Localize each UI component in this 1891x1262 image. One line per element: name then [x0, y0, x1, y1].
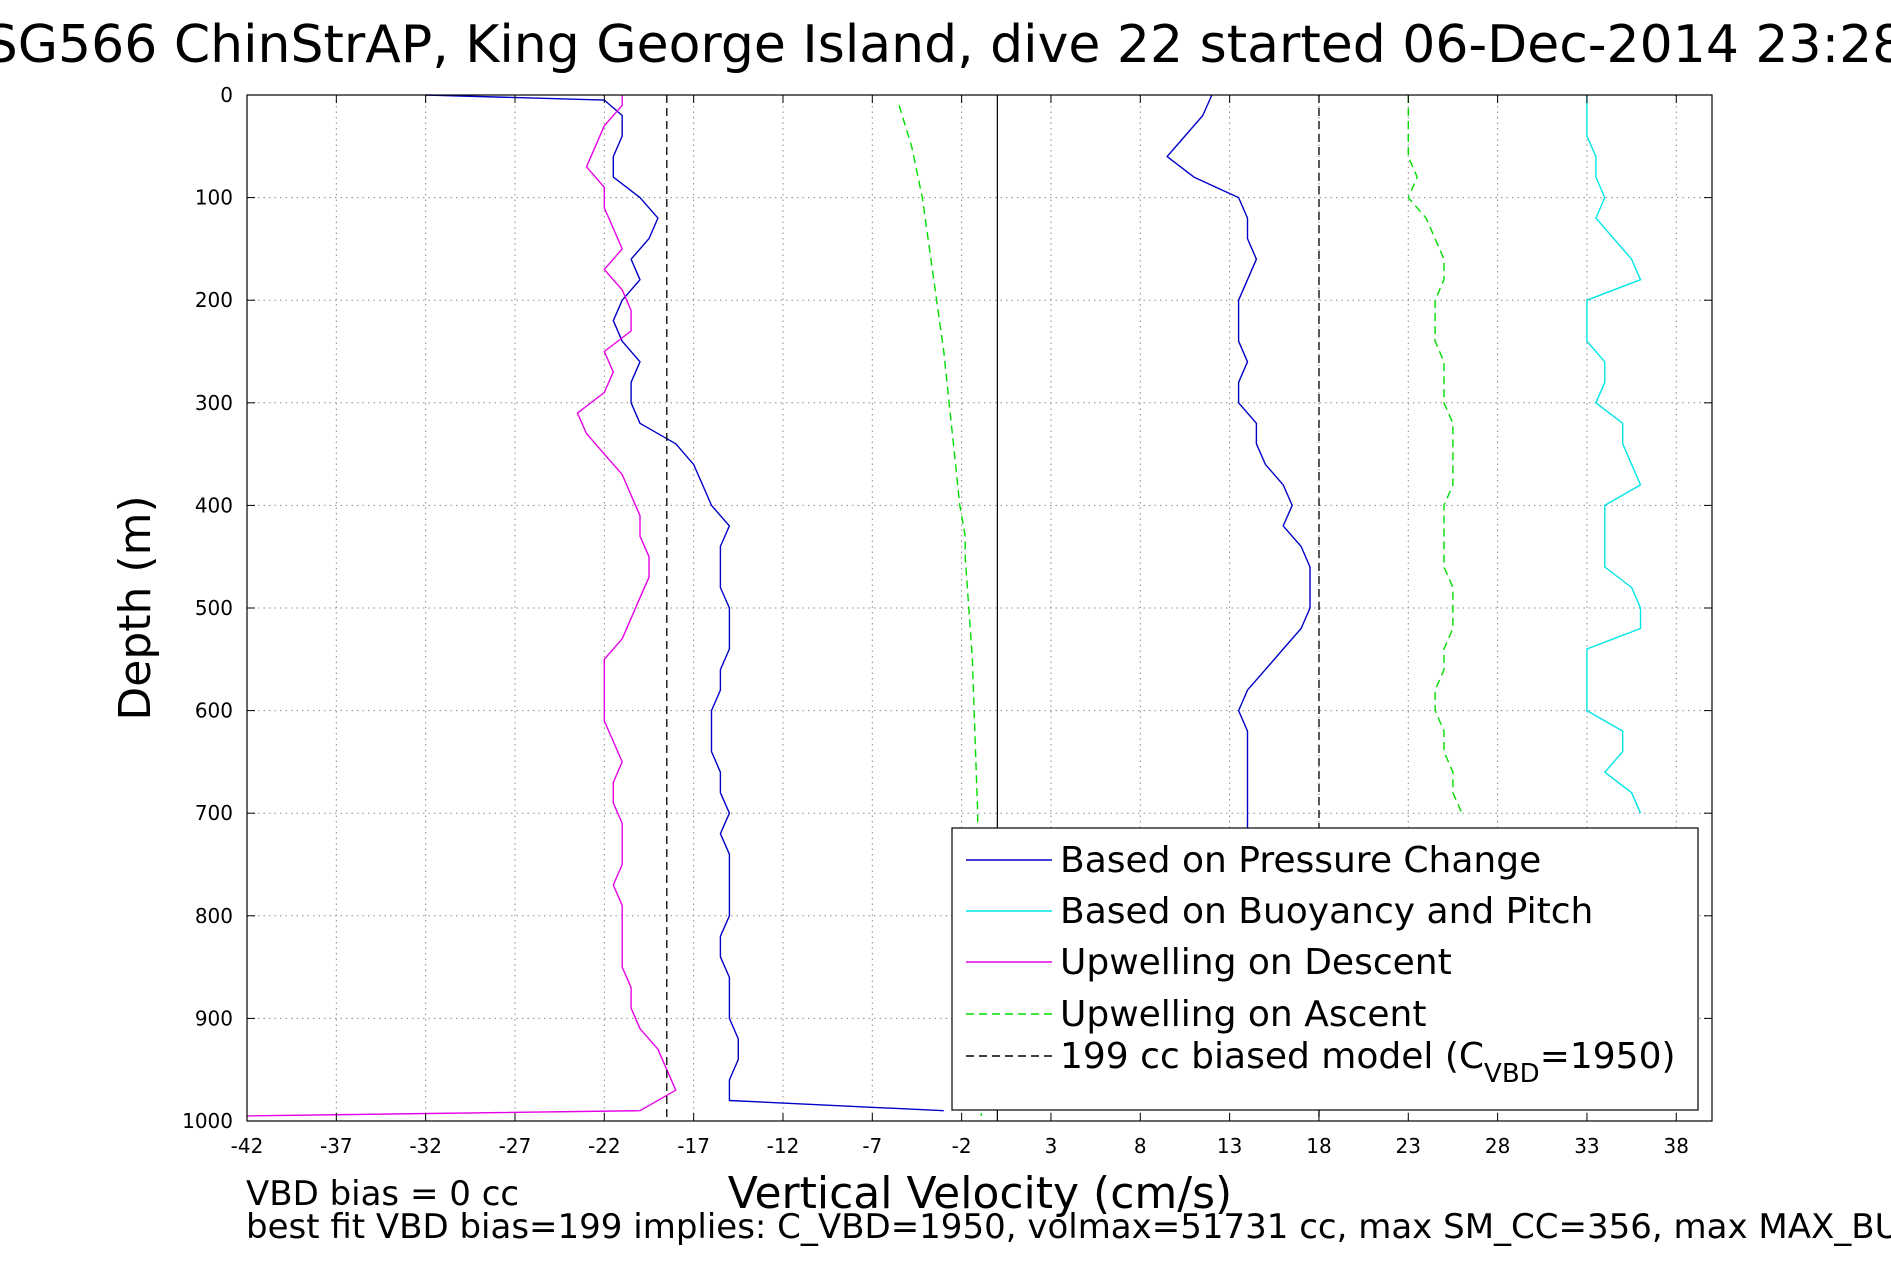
- footnote-best-fit: best fit VBD bias=199 implies: C_VBD=195…: [246, 1207, 1891, 1247]
- y-tick-label: 0: [220, 83, 233, 107]
- series-upwelling-on-ascent-line: [1407, 95, 1463, 814]
- series-based-on-pressure-change-line: [1166, 94, 1311, 834]
- legend-label-based-on-buoyancy-and-pitch: Based on Buoyancy and Pitch: [1060, 891, 1593, 932]
- y-tick-label: 800: [195, 904, 233, 928]
- legend-box: [951, 827, 1699, 1111]
- x-tick-label: -2: [952, 1134, 972, 1158]
- legend-label-upwelling-on-ascent: Upwelling on Ascent: [1060, 994, 1426, 1035]
- legend: Based on Pressure Change Based on Buoyanc…: [951, 827, 1699, 1111]
- x-tick-label: -37: [320, 1134, 353, 1158]
- x-tick-label: 38: [1664, 1134, 1689, 1158]
- legend-label-199-cc-biased-model-c-vbd-1950: 199 cc biased model (CVBD=1950): [1060, 1036, 1676, 1089]
- legend-label-upwelling-on-descent: Upwelling on Descent: [1060, 942, 1452, 983]
- y-tick-label: 200: [195, 288, 233, 312]
- y-tick-label: 1000: [182, 1109, 233, 1133]
- x-tick-label: 8: [1134, 1134, 1147, 1158]
- y-tick-label: 400: [195, 493, 233, 517]
- tick-layer: -42 -37 -32 -27 -22 -17 -12 -7 -2 3 8 13 18 23 28 33 380…: [182, 83, 1712, 1158]
- x-tick-label: 13: [1217, 1134, 1242, 1158]
- x-tick-label: -22: [588, 1134, 621, 1158]
- y-tick-label: 500: [195, 596, 233, 620]
- y-tick-label: 700: [195, 801, 233, 825]
- x-tick-label: 33: [1574, 1134, 1599, 1158]
- y-tick-label: 300: [195, 391, 233, 415]
- y-tick-label: 900: [195, 1006, 233, 1030]
- y-axis-label: Depth (m): [110, 495, 161, 720]
- x-tick-label: 23: [1396, 1134, 1421, 1158]
- x-axis-label: Vertical Velocity (cm/s): [728, 1168, 1232, 1219]
- x-tick-label: -12: [767, 1134, 800, 1158]
- chart-title: SG566 ChinStrAP, King George Island, div…: [0, 15, 1891, 75]
- x-tick-label: -32: [409, 1134, 442, 1158]
- x-tick-label: -17: [677, 1134, 710, 1158]
- y-tick-label: 600: [195, 699, 233, 723]
- series-upwelling-on-descent-line: [246, 95, 677, 1117]
- legend-label-based-on-pressure-change: Based on Pressure Change: [1060, 840, 1541, 881]
- x-tick-label: 28: [1485, 1134, 1510, 1158]
- x-tick-label: -27: [499, 1134, 532, 1158]
- x-tick-label: 3: [1045, 1134, 1058, 1158]
- footnote-vbd-bias: VBD bias = 0 cc: [246, 1174, 519, 1214]
- data-layer: [246, 94, 1642, 1121]
- series-based-on-pressure-change-line: [425, 94, 944, 1112]
- y-tick-label: 100: [195, 186, 233, 210]
- x-tick-label: 18: [1306, 1134, 1331, 1158]
- series-based-on-buoyancy-and-pitch-line: [1586, 95, 1642, 814]
- x-tick-label: -7: [862, 1134, 882, 1158]
- x-tick-label: -42: [231, 1134, 264, 1158]
- series-upwelling-on-ascent-line: [898, 105, 982, 1116]
